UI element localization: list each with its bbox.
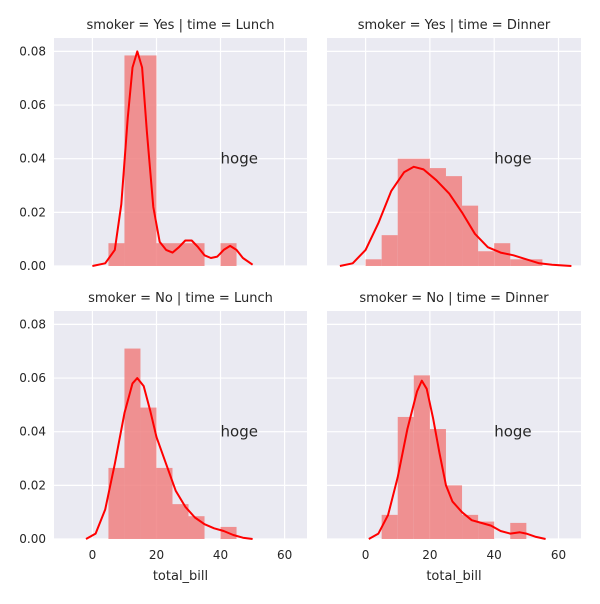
histogram-bar	[156, 243, 205, 266]
facet-panel-1: hoge smoker = Yes | time = Lunch 0.00 0.02 0…	[19, 18, 307, 273]
histogram-bar	[445, 176, 463, 266]
y-tick-label: 0.08	[19, 44, 46, 58]
annotation-text: hoge	[221, 423, 258, 441]
x-tick-label: 40	[213, 548, 228, 562]
histogram-bar	[156, 467, 173, 539]
histogram-bar	[429, 429, 446, 539]
histogram-bar	[429, 168, 446, 266]
x-tick-label: 60	[277, 548, 292, 562]
kde-curve	[339, 165, 572, 267]
histogram-bar	[510, 259, 543, 266]
histogram-bar	[365, 259, 382, 266]
x-axis-label: total_bill	[153, 569, 208, 584]
y-tick-label: 0.00	[19, 259, 46, 273]
histogram-bar	[124, 55, 157, 266]
kde-curve	[85, 377, 253, 540]
facet-panel-2: hoge smoker = Yes | time = Dinner	[327, 18, 581, 267]
plot-background	[54, 38, 307, 266]
histogram-bar	[140, 407, 157, 539]
x-tick-label: 20	[422, 548, 437, 562]
histogram-bar	[381, 235, 398, 266]
histogram-bar	[397, 416, 414, 539]
y-tick-label: 0.04	[19, 152, 46, 166]
y-tick-label: 0.02	[19, 478, 46, 492]
histogram-bar	[108, 243, 125, 266]
kde-curve	[368, 379, 546, 540]
x-tick-label: 40	[487, 548, 502, 562]
histogram-bar	[494, 243, 511, 266]
histogram-bar	[108, 467, 125, 539]
y-tick-label: 0.08	[19, 317, 46, 331]
histogram-bar	[445, 485, 463, 539]
y-tick-label: 0.06	[19, 98, 46, 112]
facet-panel-4: hoge smoker = No | time = Dinner 0 20 40 60 to…	[327, 291, 581, 584]
histogram-bar	[381, 514, 398, 539]
x-tick-label: 20	[149, 548, 164, 562]
annotation-text: hoge	[494, 423, 531, 441]
y-tick-label: 0.04	[19, 425, 46, 439]
y-tick-label: 0.02	[19, 205, 46, 219]
facet-title: smoker = No | time = Dinner	[359, 291, 549, 306]
histogram-bar	[478, 251, 495, 266]
x-tick-label: 0	[362, 548, 370, 562]
facet-title: smoker = Yes | time = Dinner	[358, 18, 551, 33]
y-tick-label: 0.06	[19, 371, 46, 385]
histogram-bar	[413, 375, 430, 539]
y-tick-label: 0.00	[19, 532, 46, 546]
facet-panel-3: hoge smoker = No | time = Lunch 0.00 0.02 0.…	[19, 291, 307, 584]
facet-title: smoker = Yes | time = Lunch	[87, 18, 275, 33]
histogram-bar	[397, 158, 430, 266]
x-tick-label: 60	[551, 548, 566, 562]
histogram-bar	[172, 504, 189, 539]
histogram-bar	[124, 348, 141, 539]
plot-background	[54, 311, 307, 539]
kde-curve	[92, 50, 254, 267]
histogram-bar	[510, 522, 527, 539]
facet-title: smoker = No | time = Lunch	[88, 291, 273, 306]
annotation-text: hoge	[221, 150, 258, 168]
x-tick-label: 0	[89, 548, 97, 562]
x-axis-label: total_bill	[426, 569, 481, 584]
annotation-text: hoge	[494, 150, 531, 168]
